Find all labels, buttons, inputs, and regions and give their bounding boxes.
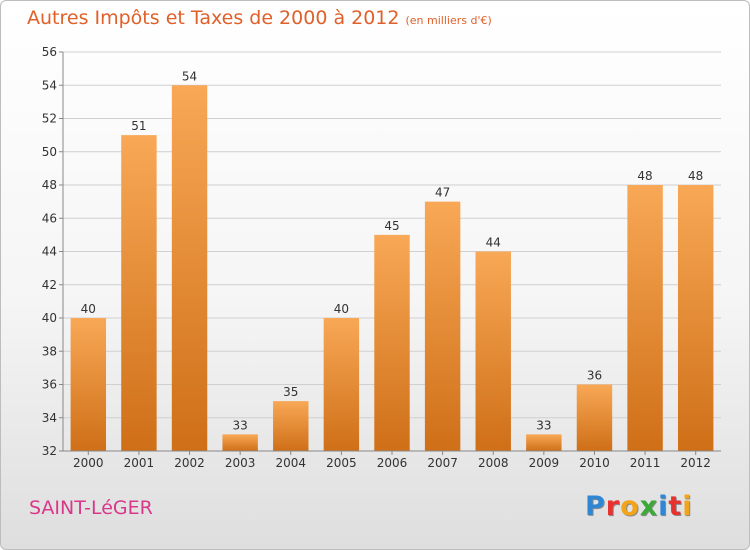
bar-value-label: 44: [486, 236, 501, 250]
x-tick-label: 2005: [326, 456, 357, 470]
x-tick-label: 2009: [529, 456, 560, 470]
chart-title: Autres Impôts et Taxes de 2000 à 2012 (en…: [27, 7, 492, 29]
bar-2004: [273, 401, 309, 451]
x-tick-label: 2004: [275, 456, 306, 470]
y-tick-label: 42: [42, 278, 57, 292]
bar-value-label: 48: [688, 169, 703, 183]
bar-value-label: 40: [334, 302, 349, 316]
bar-2008: [475, 251, 511, 451]
y-tick-label: 44: [42, 245, 57, 259]
y-tick-label: 40: [42, 311, 57, 325]
logo-letter: i: [682, 491, 693, 522]
chart-title-text: Autres Impôts et Taxes de 2000 à 2012: [27, 7, 400, 29]
y-tick-label: 54: [42, 78, 57, 92]
x-tick-label: 2011: [630, 456, 661, 470]
x-tick-label: 2006: [377, 456, 408, 470]
bar-2005: [323, 318, 360, 451]
x-tick-label: 2008: [478, 456, 509, 470]
y-tick-label: 50: [42, 145, 57, 159]
bar-value-label: 54: [182, 69, 197, 83]
x-tick-label: 2000: [73, 456, 104, 470]
bar-2010: [576, 384, 613, 451]
logo-letter: x: [639, 491, 659, 522]
y-tick-label: 32: [42, 444, 57, 458]
logo-letter: r: [605, 491, 621, 522]
bar-value-label: 33: [536, 418, 551, 432]
bar-value-label: 51: [131, 119, 146, 133]
y-tick-label: 48: [42, 178, 57, 192]
bar-2011: [627, 185, 663, 451]
bar-value-label: 36: [587, 369, 602, 383]
bar-value-label: 45: [384, 219, 399, 233]
logo-letter: i: [658, 491, 669, 522]
location-name: SAINT-LéGER: [29, 497, 153, 519]
bar-value-label: 35: [283, 385, 298, 399]
y-tick-label: 38: [42, 344, 57, 358]
x-tick-label: 2003: [225, 456, 256, 470]
bar-2009: [526, 434, 562, 451]
y-tick-label: 36: [42, 378, 57, 392]
bar-2006: [374, 234, 410, 451]
bar-value-label: 48: [637, 169, 652, 183]
bar-value-label: 40: [81, 302, 96, 316]
bar-value-label: 33: [233, 418, 248, 432]
logo-letter: o: [620, 491, 640, 522]
logo-letter: P: [585, 491, 606, 522]
bars: 40 51 54 33 35 40 45 47 44 33 36 48 48: [70, 69, 714, 451]
y-tick-label: 34: [42, 411, 57, 425]
bar-value-label: 47: [435, 186, 450, 200]
y-tick-label: 56: [42, 45, 57, 59]
axes: 32 34 36 38 40 42 44 46 48 50 52 54 56 2000 2001 2002 20…: [42, 45, 721, 470]
bar-2000: [70, 318, 107, 451]
bar-2003: [222, 434, 258, 451]
x-tick-label: 2001: [124, 456, 155, 470]
x-tick-label: 2010: [579, 456, 610, 470]
y-tick-label: 52: [42, 112, 57, 126]
bar-2001: [121, 135, 157, 451]
chart-subtitle: (en milliers d'€): [405, 14, 492, 27]
bar-2002: [171, 85, 208, 451]
bar-2012: [677, 185, 714, 451]
x-tick-label: 2007: [427, 456, 458, 470]
logo-letter: t: [668, 491, 683, 522]
x-tick-label: 2012: [680, 456, 711, 470]
proxiti-logo: Proxiti: [585, 491, 693, 522]
x-tick-label: 2002: [174, 456, 205, 470]
bar-2007: [424, 201, 461, 451]
y-tick-label: 46: [42, 211, 57, 225]
